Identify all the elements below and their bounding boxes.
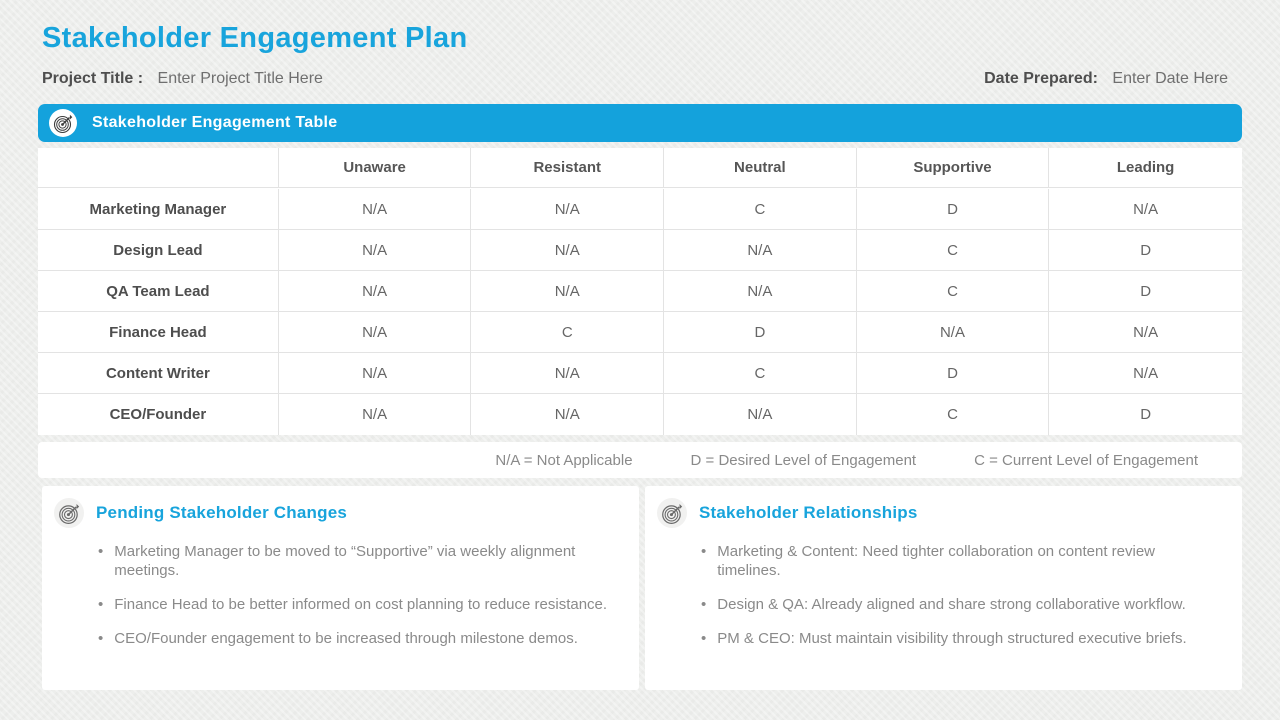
table-cell: N/A [471,230,665,271]
meta-row: Project Title : Enter Project Title Here… [42,70,1228,92]
card-header: Pending Stakeholder Changes [50,498,623,528]
table-cell: D [856,353,1050,394]
pending-changes-title: Pending Stakeholder Changes [96,503,348,522]
engagement-table: Unaware Resistant Neutral Supportive Lea… [38,148,1242,435]
page-title: Stakeholder Engagement Plan [42,22,468,54]
table-cell: N/A [471,353,665,394]
table-cell: N/A [278,271,472,312]
table-cell: D [1140,406,1152,423]
col-header-supportive: Supportive [856,148,1050,188]
bullet-dot: • [98,543,104,560]
legend-current: C = Current Level of Engagement [974,451,1198,469]
target-icon [49,109,77,137]
table-cell: C [857,394,1050,435]
project-title-value[interactable]: Enter Project Title Here [157,70,323,87]
col-header-resistant: Resistant [471,148,665,188]
row-name: Content Writer [38,353,279,394]
project-title-field: Project Title : Enter Project Title Here [42,70,323,88]
col-header-unaware: Unaware [278,148,472,188]
bullet-dot: • [701,543,707,560]
table-cell: D [1049,271,1242,312]
list-item: • PM & CEO: Must maintain visibility thro… [701,630,1187,647]
bullet-dot: • [701,630,707,647]
row-name: Finance Head [38,312,279,353]
relationships-title: Stakeholder Relationships [699,503,918,522]
table-cell: N/A [471,189,665,230]
engagement-table-header-bar: Stakeholder Engagement Table [38,104,1242,142]
pending-changes-list: • Marketing Manager to be moved to “Suppo… [50,542,623,648]
list-item: • Marketing Manager to be moved to “Suppo… [98,543,576,579]
col-header-leading: Leading [1049,148,1242,188]
bullet-dot: • [98,596,104,613]
table-cell: N/A [856,312,1050,353]
date-prepared-value[interactable]: Enter Date Here [1112,70,1228,87]
table-cell: C [664,353,857,394]
target-icon [54,498,84,528]
table-cell: C [856,230,1050,271]
table-cell: N/A [1049,312,1242,353]
table-cell: D [664,312,857,353]
table-cell: N/A [278,312,472,353]
row-name: CEO/Founder [38,394,279,435]
table-cell: N/A [278,353,472,394]
bullet-dot: • [701,596,707,613]
col-header-neutral: Neutral [664,148,857,188]
row-name: QA Team Lead [38,271,279,312]
table-cell: N/A [278,189,472,230]
target-icon [657,498,687,528]
table-cell: N/A [278,230,472,271]
table-cell: C [471,312,665,353]
table-cell: N/A [279,394,472,435]
table-cell: N/A [664,230,857,271]
table-cell: N/A [471,394,665,435]
table-cell: N/A [664,271,857,312]
table-cell: D [1049,230,1242,271]
row-name: Design Lead [38,230,279,271]
pending-stakeholder-changes-card: Pending Stakeholder Changes • Marketing M… [42,486,639,690]
table-cell: C [856,271,1050,312]
project-title-label: Project Title : [42,70,144,87]
table-cell: C [664,189,857,230]
bullet-dot: • [98,630,104,647]
date-prepared-field: Date Prepared: Enter Date Here [984,70,1228,88]
relationships-list: • Marketing & Content: Need tighter colla… [653,542,1226,648]
table-cell: N/A [1049,353,1242,394]
table-cell: D [856,189,1050,230]
stakeholder-relationships-card: Stakeholder Relationships • Marketing & C… [645,486,1242,690]
row-name: Marketing Manager [38,189,279,230]
table-legend: N/A = Not Applicable D = Desired Level o… [38,442,1242,478]
legend-desired: D = Desired Level of Engagement [690,451,917,469]
legend-na: N/A = Not Applicable [495,451,633,469]
list-item: • Marketing & Content: Need tighter colla… [701,543,1156,579]
list-item: • Finance Head to be better informed on c… [98,596,608,613]
table-cell: N/A [1049,189,1242,230]
col-header-blank [38,148,279,188]
list-item: • CEO/Founder engagement to be increased … [98,630,578,647]
table-cell: N/A [471,271,665,312]
list-item: • Design & QA: Already aligned and share … [701,596,1186,613]
card-header: Stakeholder Relationships [653,498,1226,528]
engagement-table-title: Stakeholder Engagement Table [92,114,338,131]
table-cell: N/A [664,394,857,435]
date-prepared-label: Date Prepared: [984,70,1098,87]
